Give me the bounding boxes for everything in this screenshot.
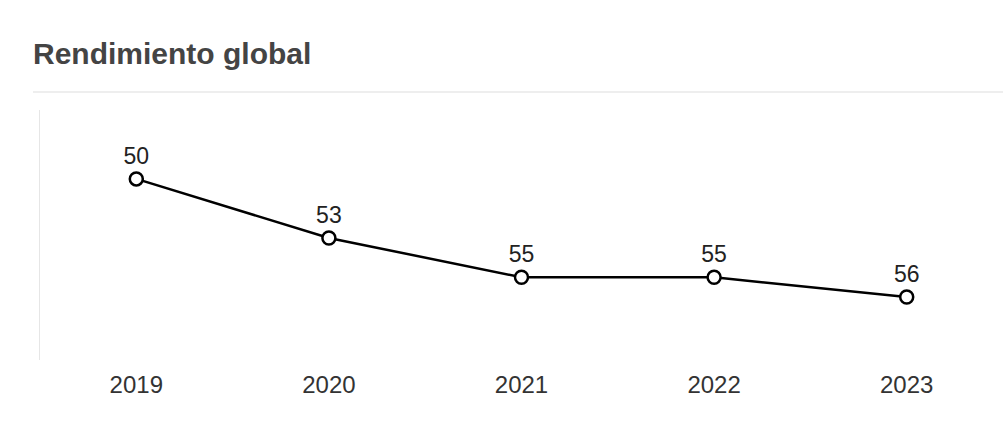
svg-text:Rendimiento global: Rendimiento global [33,37,311,70]
svg-text:55: 55 [509,241,535,267]
svg-text:2023: 2023 [880,371,933,398]
svg-text:56: 56 [894,261,920,287]
svg-text:2022: 2022 [687,371,740,398]
svg-text:50: 50 [124,143,150,169]
svg-text:55: 55 [701,241,727,267]
svg-text:53: 53 [316,202,342,228]
svg-text:2019: 2019 [110,371,163,398]
svg-text:2020: 2020 [302,371,355,398]
svg-text:2021: 2021 [495,371,548,398]
